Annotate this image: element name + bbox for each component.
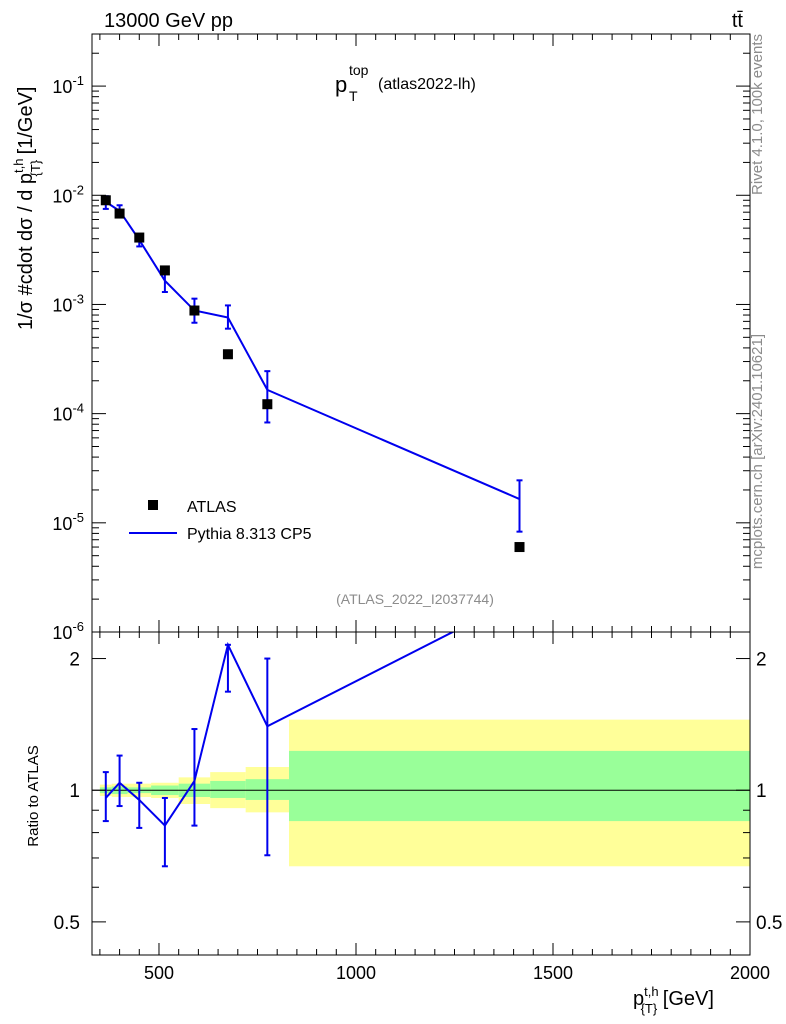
ratio-band-inner bbox=[210, 780, 246, 798]
legend-mc-label: Pythia 8.313 CP5 bbox=[187, 526, 312, 543]
y-tick-label: 10-3 bbox=[52, 291, 84, 315]
legend: ATLAS Pythia 8.313 CP5 bbox=[129, 499, 312, 543]
xlabel-sub: {T} bbox=[641, 1001, 658, 1016]
rivet-version-label: Rivet 4.1.0, 100k events bbox=[749, 34, 766, 195]
ratio-plot-area bbox=[92, 632, 750, 868]
y-tick-label: 10-5 bbox=[52, 510, 84, 534]
plot-title: p top T (atlas2022-lh) bbox=[335, 62, 476, 104]
atlas-data-point bbox=[134, 232, 145, 243]
ratio-y-tick-label-right: 1 bbox=[756, 781, 767, 802]
xlabel-p: p bbox=[633, 988, 644, 1010]
energy-label: 13000 GeV pp bbox=[104, 10, 233, 32]
atlas-data-point bbox=[159, 265, 170, 276]
main-panel: 10-6 10-5 10-4 10-3 10-2 10-1 bbox=[52, 33, 751, 643]
ratio-y-tick-label: 0.5 bbox=[54, 913, 80, 934]
main-ylabel: 1/σ #cdot dσ / d pt,h {T} [1/GeV] bbox=[11, 87, 43, 330]
atlas-data-point bbox=[262, 399, 273, 410]
mc-line bbox=[105, 201, 520, 500]
y-tick-label: 10-4 bbox=[52, 401, 84, 425]
y-tick-label: 10-6 bbox=[52, 619, 84, 643]
svg-text:pt,h{T} [GeV]: pt,h {T} [GeV] bbox=[633, 984, 714, 1016]
xlabel-unit: [GeV] bbox=[657, 988, 714, 1010]
main-ylabel-unit: [1/GeV] bbox=[15, 87, 37, 160]
atlas-data-point bbox=[514, 542, 525, 553]
ratio-frame bbox=[91, 631, 751, 956]
atlas-data-point bbox=[100, 195, 111, 206]
svg-text:1/σ #cdot dσ / d pt,h{T} [1/Ge: 1/σ #cdot dσ / d pt,h {T} [1/GeV] bbox=[11, 87, 43, 330]
plot-title-main: p bbox=[335, 72, 347, 97]
atlas-data-point bbox=[189, 305, 200, 316]
main-ylabel-part1: 1/σ #cdot dσ / d p bbox=[15, 173, 37, 330]
legend-data-marker bbox=[148, 500, 158, 510]
mcplots-label: mcplots.cern.ch [arXiv:2401.10621] bbox=[749, 334, 766, 569]
main-ylabel-sup: t,h bbox=[11, 159, 26, 173]
x-tick-label: 1500 bbox=[533, 963, 573, 983]
atlas-data-point bbox=[222, 349, 233, 360]
ratio-panel: 500 1000 1500 2000 0.5 0.5 1 1 2 2 bbox=[54, 34, 782, 983]
ratio-mc-line bbox=[105, 632, 455, 828]
plot-title-suffix: (atlas2022-lh) bbox=[378, 76, 476, 93]
plot-title-sup: top bbox=[349, 62, 369, 78]
x-tick-label: 500 bbox=[144, 963, 174, 983]
atlas-data-point bbox=[114, 208, 125, 219]
ratio-y-tick-label-right: 0.5 bbox=[756, 913, 782, 934]
ratio-ylabel: Ratio to ATLAS bbox=[25, 745, 42, 846]
x-tick-label: 1000 bbox=[336, 963, 376, 983]
plot-title-sub: T bbox=[349, 88, 358, 104]
main-ylabel-sub: {T} bbox=[28, 159, 43, 176]
legend-data-label: ATLAS bbox=[187, 499, 237, 516]
y-tick-label: 10-1 bbox=[52, 73, 84, 97]
analysis-id-label: (ATLAS_2022_I2037744) bbox=[336, 591, 494, 607]
y-tick-label: 10-2 bbox=[52, 182, 84, 206]
xlabel-sup: t,h bbox=[644, 984, 658, 999]
x-tick-label: 2000 bbox=[730, 963, 770, 983]
ratio-y-tick-label-right: 2 bbox=[756, 650, 767, 671]
process-label: tt̄ bbox=[732, 10, 744, 32]
ratio-y-tick-label: 1 bbox=[69, 781, 80, 802]
ratio-band-inner bbox=[289, 750, 750, 822]
ratio-y-tick-label: 2 bbox=[69, 650, 80, 671]
xlabel: pt,h {T} [GeV] bbox=[633, 984, 714, 1016]
